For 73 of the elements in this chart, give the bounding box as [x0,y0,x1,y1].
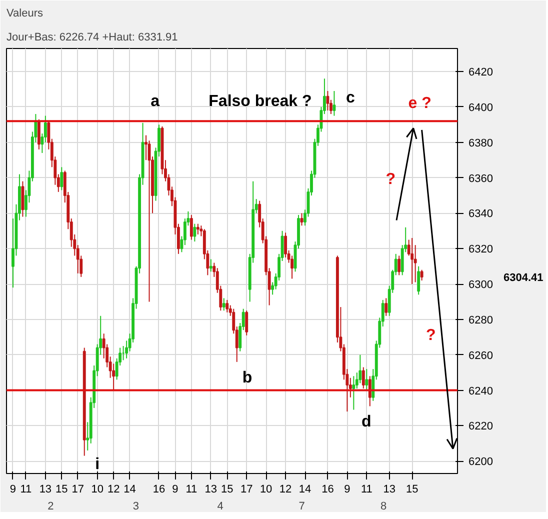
candlestick [300,212,304,226]
x-tick-label: 11 [20,484,32,496]
text: ? [426,326,436,344]
candlestick [37,118,40,150]
x-tick-label: 11 [360,484,372,496]
x-tick-label: 14 [298,484,312,496]
candlestick [420,269,424,281]
x-tick-label: 17 [240,484,253,496]
x-tick-label: 17 [72,484,84,496]
y-tick-label: 6400 [468,102,493,114]
x-tick-label: 12 [279,484,292,496]
candlestick [362,366,365,389]
x-tick-label: 10 [91,484,104,496]
annotation: i [95,456,100,474]
text: 7 [298,500,305,512]
x-tick-label: 15 [406,484,418,496]
y-tick-label: 6200 [468,456,493,468]
x-tick-label: 15 [221,484,234,496]
text: 2 [48,500,54,512]
candlestick [60,166,64,191]
x-tick-label: 10 [260,484,272,496]
candlestick [196,223,200,235]
y-tick-label: 6260 [468,350,493,362]
annotation: a [150,93,160,110]
candlestick [398,255,401,276]
candlestick [326,90,330,111]
chart-subtitle: Jour+Bas: 6226.74 +Haut: 6331.91 [6,32,178,44]
candlestick [193,223,196,242]
y-tick-label: 6320 [468,244,493,256]
candlestick [222,298,226,312]
candlestick [209,258,212,272]
y-tick-label: 6300 [468,279,493,292]
candlestick [352,376,356,410]
annotation: e ? [408,94,432,112]
y-tick-label: 6420 [468,66,493,79]
x-tick-label: 13 [39,484,52,496]
x-tick-label: 12 [107,484,120,496]
candlestick [365,368,368,391]
x-tick-label: 9 [10,484,16,496]
text: 6304.41 [504,272,544,284]
candlestick [21,180,24,218]
x-tick-label: 9 [172,484,178,496]
x-tick-label: 15 [56,484,68,496]
x-tick-label: 11 [186,484,198,496]
text: 4 [217,500,224,512]
y-tick-label: 6340 [468,208,493,220]
y-tick-label: 6280 [468,314,493,326]
x-tick-label: 14 [124,484,136,496]
candlestick [245,310,248,336]
candlestick [332,90,336,116]
annotation: ? [386,171,396,188]
text: 3 [132,500,140,512]
y-tick-label: 6360 [468,172,493,185]
x-tick-label: 13 [383,484,396,496]
y-tick-label: 6380 [468,137,493,150]
y-tick-label: 6220 [468,420,493,433]
x-tick-label: 9 [344,484,350,496]
x-tick-label: 13 [204,484,218,496]
annotation: Falso break ? [208,93,312,110]
candlestick [226,299,229,313]
candlestick [384,298,388,316]
x-tick-label: 16 [152,484,166,496]
candlestick [417,266,420,296]
text: 8 [380,500,387,512]
candlestick [410,237,414,285]
annotation: d [361,414,372,431]
candlestick [190,214,193,240]
annotation: c [346,90,355,107]
chart-title: Valeurs [6,8,44,20]
candlestick [368,376,372,407]
y-tick-label: 6240 [468,385,493,398]
x-tick-label: 16 [322,484,334,496]
annotation: b [242,369,252,386]
